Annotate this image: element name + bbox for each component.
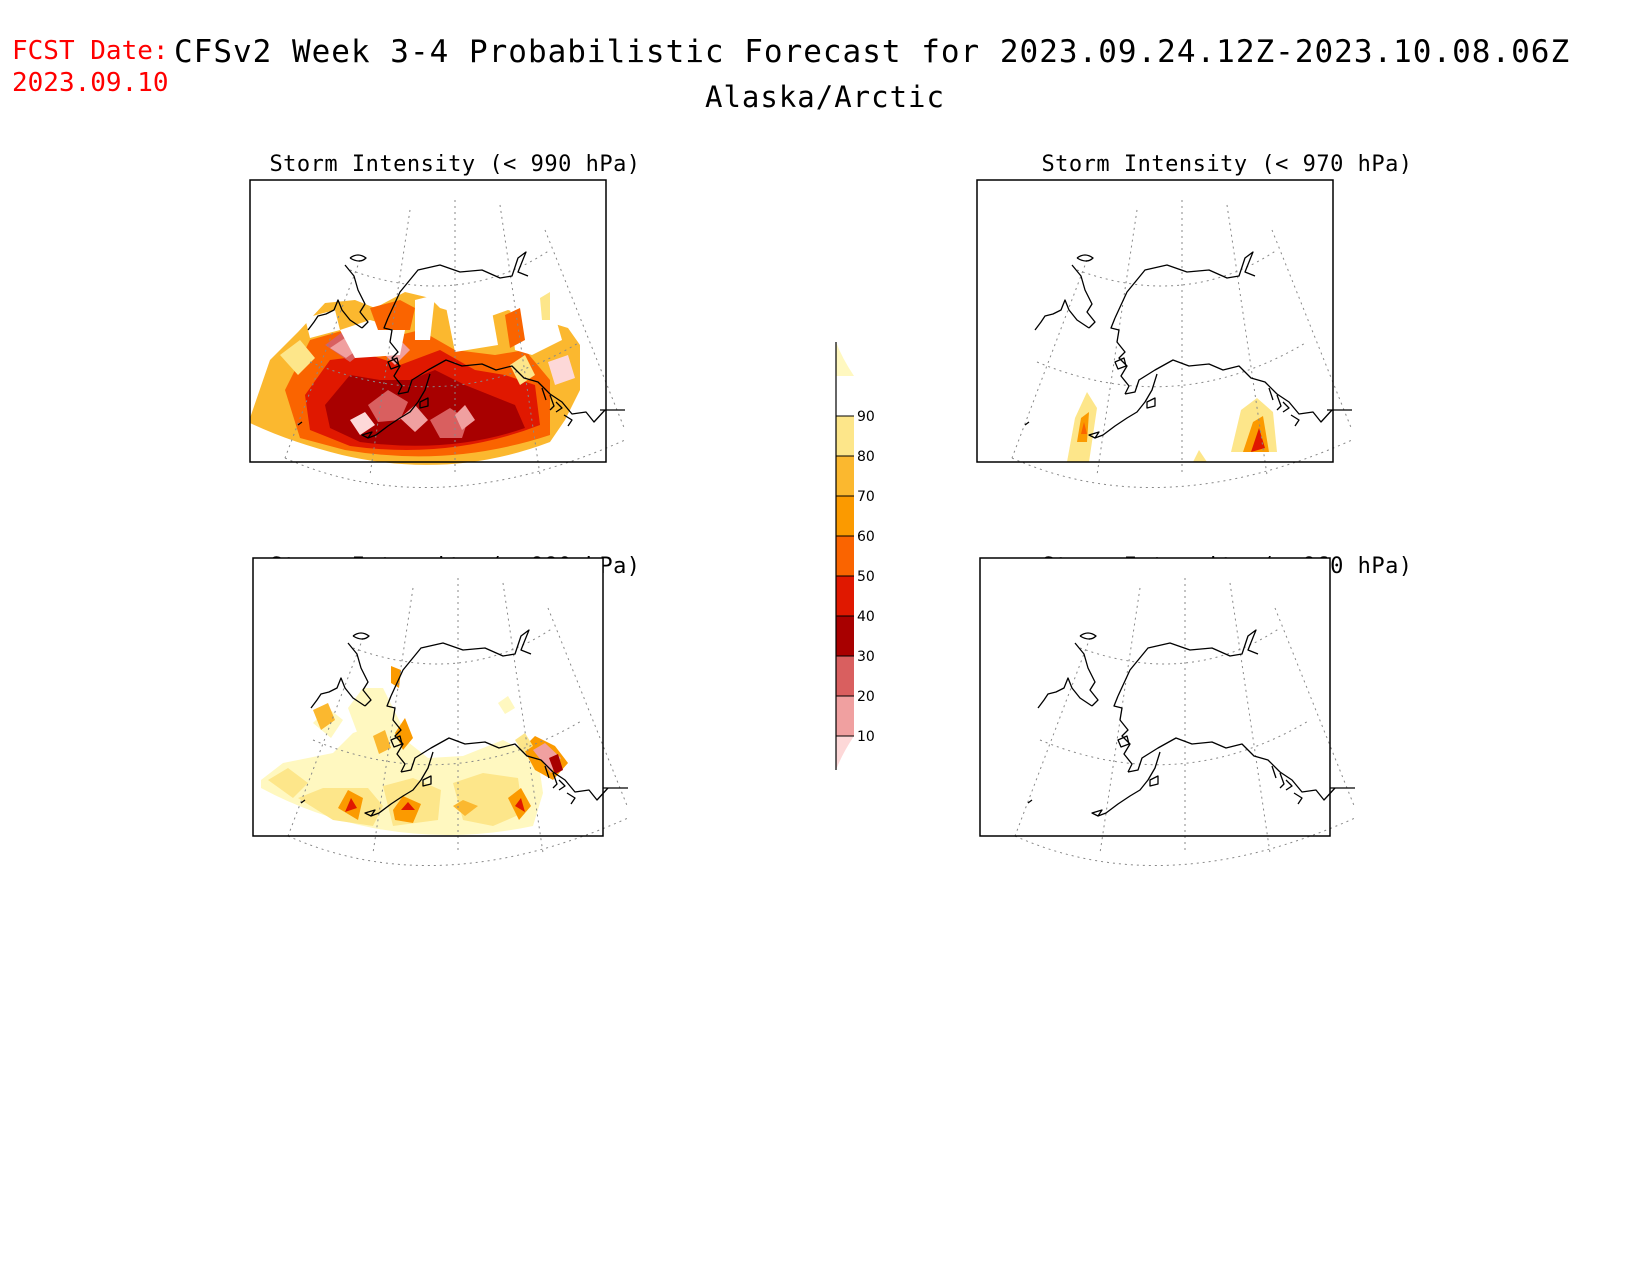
colorbar-label: 30 [857,649,875,665]
map-panel-960 [979,557,1356,867]
colorbar-band-3 [836,616,854,656]
probability-field-980 [261,666,568,836]
forecast-date-label: FCST Date: [12,36,169,66]
colorbar-band-7 [836,456,854,496]
colorbar-label: 40 [857,609,875,625]
panel-title-970: Storm Intensity (< 970 hPa) [1041,152,1413,177]
colorbar-label: 50 [857,569,875,585]
colorbar-label: 60 [857,529,875,545]
forecast-date: 2023.09.10 [12,68,169,98]
map-panel-990 [249,179,626,489]
colorbar-band-9 [836,342,854,376]
colorbar-band-5 [836,536,854,576]
colorbar-label: 10 [857,729,875,745]
main-title: CFSv2 Week 3-4 Probabilistic Forecast fo… [174,34,1571,70]
map-panel-980 [252,557,629,867]
colorbar-label: 80 [857,449,875,465]
colorbar-label: 90 [857,409,875,425]
colorbar-band-2 [836,656,854,696]
colorbar-band-4 [836,576,854,616]
colorbar-band-0 [836,736,854,770]
colorbar-band-6 [836,496,854,536]
colorbar-label: 70 [857,489,875,505]
colorbar-label: 20 [857,689,875,705]
colorbar-band-8 [836,416,854,456]
panel-title-990: Storm Intensity (< 990 hPa) [269,152,641,177]
colorbar-band-1 [836,696,854,736]
panel-frame-960 [980,558,1330,836]
colorbar: 10 20 30 40 50 60 70 80 90 [835,342,875,770]
map-panel-970 [976,179,1353,489]
panel-frame-970 [977,180,1333,462]
region-subtitle: Alaska/Arctic [705,80,945,114]
probability-field-970 [1067,392,1277,462]
